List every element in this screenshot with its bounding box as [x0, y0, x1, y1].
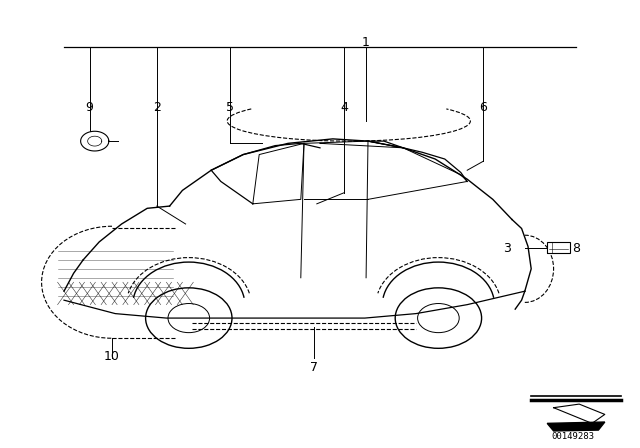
- Text: 5: 5: [227, 101, 234, 114]
- Text: 7: 7: [310, 361, 317, 374]
- Text: 10: 10: [104, 349, 120, 363]
- Text: 00149283: 00149283: [551, 432, 595, 441]
- Text: 1: 1: [362, 36, 370, 49]
- Polygon shape: [547, 422, 605, 431]
- Text: 6: 6: [479, 101, 487, 114]
- Text: 3: 3: [503, 242, 511, 255]
- Text: 8: 8: [572, 242, 580, 255]
- Polygon shape: [554, 404, 605, 423]
- Text: 9: 9: [86, 101, 93, 114]
- Text: 4: 4: [340, 101, 348, 114]
- Bar: [547, 242, 570, 253]
- Text: 2: 2: [153, 101, 161, 114]
